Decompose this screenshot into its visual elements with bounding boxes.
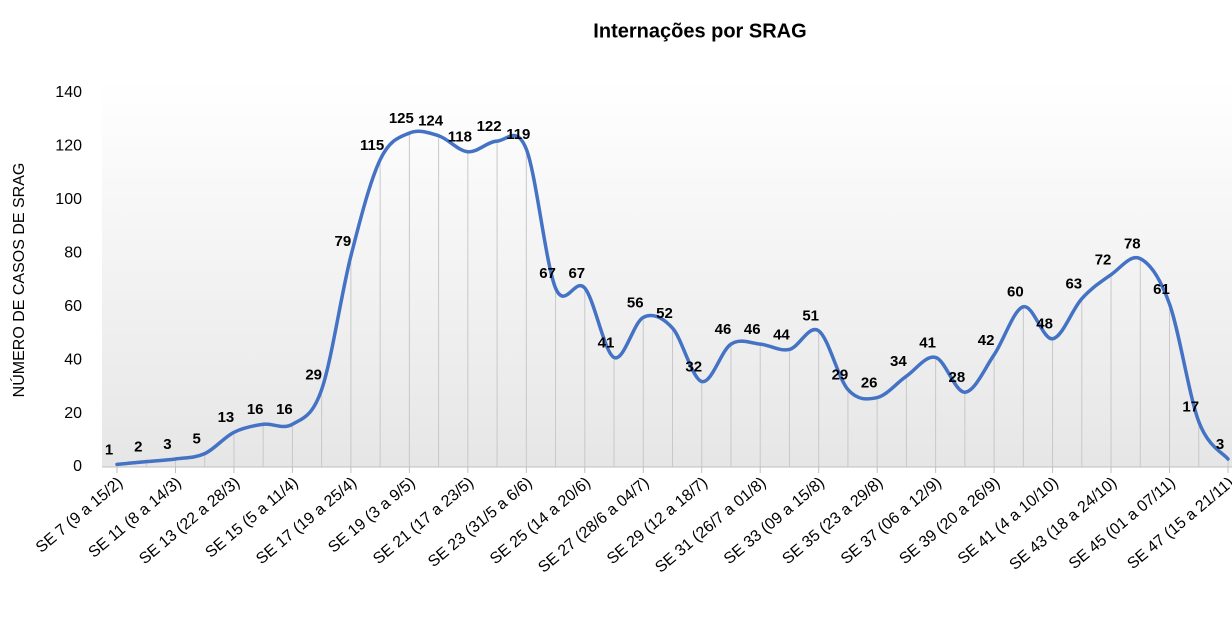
y-tick-label: 0: [73, 458, 82, 475]
y-tick-label: 140: [55, 84, 82, 101]
data-label: 2: [134, 439, 142, 456]
x-tick-label: SE 33 (09 a 15/8): [721, 474, 828, 568]
data-label: 72: [1095, 252, 1112, 269]
data-label: 5: [193, 431, 201, 448]
x-tick-label: SE 37 (06 a 12/9): [838, 474, 945, 568]
data-label: 125: [389, 110, 414, 127]
data-label: 28: [949, 369, 966, 386]
x-tick-label: SE 43 (18 a 24/10): [1007, 474, 1121, 573]
data-label: 56: [627, 294, 644, 311]
data-label: 118: [448, 129, 472, 146]
data-label: 52: [656, 305, 673, 322]
y-tick-label: 40: [64, 351, 82, 368]
data-label: 29: [832, 366, 849, 383]
data-label: 63: [1065, 276, 1082, 293]
data-label: 13: [218, 409, 235, 426]
chart-title: Internações por SRAG: [593, 20, 806, 42]
data-label: 29: [305, 366, 322, 383]
data-label: 119: [506, 126, 530, 143]
data-label: 79: [335, 233, 352, 250]
data-label: 48: [1036, 316, 1053, 333]
x-tick-label: SE 29 (12 a 18/7): [604, 474, 711, 568]
data-label: 60: [1007, 284, 1024, 301]
x-tick-label: SE 25 (14 a 20/6): [487, 474, 594, 568]
y-tick-label: 60: [64, 298, 82, 315]
data-label: 17: [1182, 399, 1199, 416]
data-label: 51: [802, 308, 819, 325]
line: [115, 129, 1230, 467]
y-tick-label: 120: [55, 138, 82, 155]
data-label: 3: [163, 436, 171, 453]
data-label: 122: [477, 118, 502, 135]
y-tick-label: 80: [64, 245, 82, 262]
data-label: 16: [276, 401, 293, 418]
plot-area: [102, 80, 1232, 467]
data-label: 41: [598, 334, 615, 351]
data-label: 42: [978, 332, 995, 349]
data-label: 46: [744, 321, 761, 338]
y-tick-label: 100: [55, 191, 82, 208]
data-label: 3: [1216, 436, 1224, 453]
x-tick-label: SE 27 (28/6 a 04/7): [535, 474, 652, 576]
x-tick-label: SE 31 (26/7 a 01/8): [652, 474, 769, 576]
data-label: 61: [1153, 281, 1170, 298]
data-label: 1: [105, 441, 113, 458]
x-tick-label: SE 35 (23 a 29/8): [779, 474, 886, 568]
x-tick-label: SE 13 (22 a 28/3): [136, 474, 243, 568]
data-label: 34: [890, 353, 907, 370]
y-axis-label: NÚMERO DE CASOS DE SRAG: [9, 163, 28, 398]
x-tick-label: SE 41 (4 a 10/10): [955, 474, 1062, 568]
data-label: 124: [418, 113, 444, 130]
x-tick-label: SE 23 (31/5 a 6/6): [425, 474, 535, 571]
x-tick-label: SE 21 (17 a 23/5): [370, 474, 477, 568]
data-label: 16: [247, 401, 264, 418]
data-label: 44: [773, 326, 790, 343]
x-tick-label: SE 17 (19 a 25/4): [253, 474, 360, 568]
y-tick-label: 20: [64, 405, 82, 422]
x-tick-label: SE 47 (15 a 21/11): [1124, 474, 1232, 573]
x-tick-label: SE 39 (20 a 26/9): [896, 474, 1003, 568]
x-tick-label: SE 45 (01 a 07/11): [1066, 474, 1179, 573]
data-label: 67: [568, 265, 585, 282]
data-label: 78: [1124, 236, 1141, 253]
data-label: 115: [360, 137, 384, 154]
data-label: 41: [919, 334, 936, 351]
data-label: 26: [861, 375, 878, 392]
data-label: 67: [539, 265, 556, 282]
data-label: 32: [685, 358, 702, 375]
data-label: 46: [715, 321, 732, 338]
